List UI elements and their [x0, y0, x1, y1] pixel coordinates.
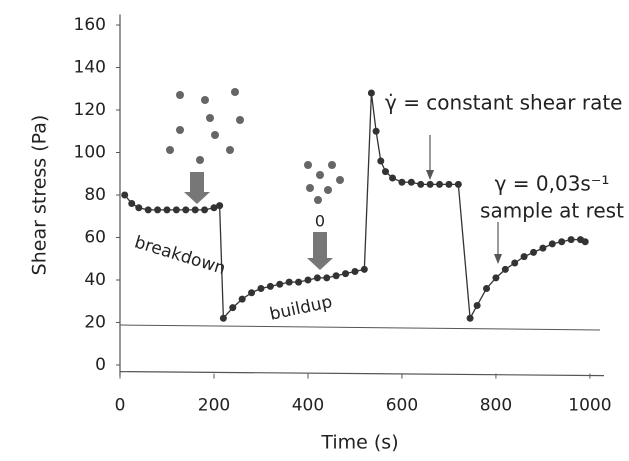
- data-point: [530, 248, 538, 256]
- data-point: [548, 240, 556, 248]
- x-tick-label: 1000: [568, 396, 611, 416]
- data-point: [276, 280, 284, 288]
- data-point: [389, 174, 397, 182]
- data-point: [285, 278, 293, 286]
- data-point: [360, 265, 368, 273]
- y-tick-label: 0: [95, 355, 106, 375]
- y-tick-label: 100: [74, 143, 106, 163]
- data-point: [466, 314, 474, 322]
- data-point: [367, 89, 375, 97]
- data-point: [257, 284, 265, 292]
- y-tick-label: 120: [74, 100, 106, 120]
- annotation: 0: [315, 212, 325, 231]
- y-tick-label: 80: [84, 185, 106, 205]
- annotation: breakdown: [132, 232, 228, 279]
- data-point: [398, 178, 406, 186]
- decoration: [119, 88, 601, 331]
- x-tick-label: 0: [115, 396, 126, 416]
- x-tick-label: 400: [292, 396, 324, 416]
- annotation: γ = 0,03s⁻¹: [495, 172, 610, 196]
- y-tick-label: 140: [74, 58, 106, 78]
- data-point: [154, 206, 162, 214]
- data-point: [201, 206, 209, 214]
- x-axis-label: Time (s): [320, 432, 398, 454]
- data-point: [191, 206, 199, 214]
- data-point: [229, 304, 237, 312]
- data-point: [436, 180, 444, 188]
- x-axis: [119, 371, 605, 377]
- data-point: [445, 180, 453, 188]
- data-point: [323, 274, 331, 282]
- data-point: [313, 274, 321, 282]
- data-point: [426, 180, 434, 188]
- data-point: [163, 206, 171, 214]
- data-point: [377, 157, 385, 165]
- data-point: [144, 206, 152, 214]
- data-point: [381, 168, 389, 176]
- data-point: [492, 274, 500, 282]
- x-tick-label: 800: [480, 396, 512, 416]
- data-point: [417, 180, 425, 188]
- data-point: [558, 238, 566, 246]
- data-point: [581, 238, 589, 246]
- data-point: [501, 265, 509, 273]
- x-tick-label: 600: [386, 396, 418, 416]
- data-point: [567, 236, 575, 244]
- data-point: [182, 206, 190, 214]
- data-point: [121, 191, 129, 199]
- x-tick-label: 200: [198, 396, 230, 416]
- data-point: [407, 178, 415, 186]
- data-point: [210, 204, 218, 212]
- data-point: [483, 284, 491, 292]
- data-point: [454, 180, 462, 188]
- data-point: [332, 272, 340, 280]
- y-axis-label: Shear stress (Pa): [29, 115, 51, 276]
- y-tick-label: 40: [84, 270, 106, 290]
- data-point: [473, 301, 481, 309]
- data-point: [539, 244, 547, 252]
- data-point: [216, 202, 224, 210]
- data-point: [342, 270, 350, 278]
- data-point: [266, 282, 274, 290]
- data-point: [135, 204, 143, 212]
- data-point: [238, 295, 246, 303]
- y-tick-label: 160: [74, 15, 106, 35]
- data-point: [511, 259, 519, 267]
- y-tick-label: 20: [84, 312, 106, 332]
- data-point: [351, 267, 359, 275]
- annotation: sample at rest: [480, 199, 624, 223]
- data-point: [295, 278, 303, 286]
- data-point: [248, 289, 256, 297]
- data-point: [520, 253, 528, 261]
- y-tick-label: 60: [84, 227, 106, 247]
- data-point: [219, 314, 227, 322]
- annotation: buildup: [268, 292, 334, 325]
- annotation: γ̇ = constant shear rate: [385, 91, 622, 115]
- data-point: [304, 276, 312, 284]
- data-point: [172, 206, 180, 214]
- data-point: [372, 127, 380, 135]
- data-point: [128, 199, 136, 207]
